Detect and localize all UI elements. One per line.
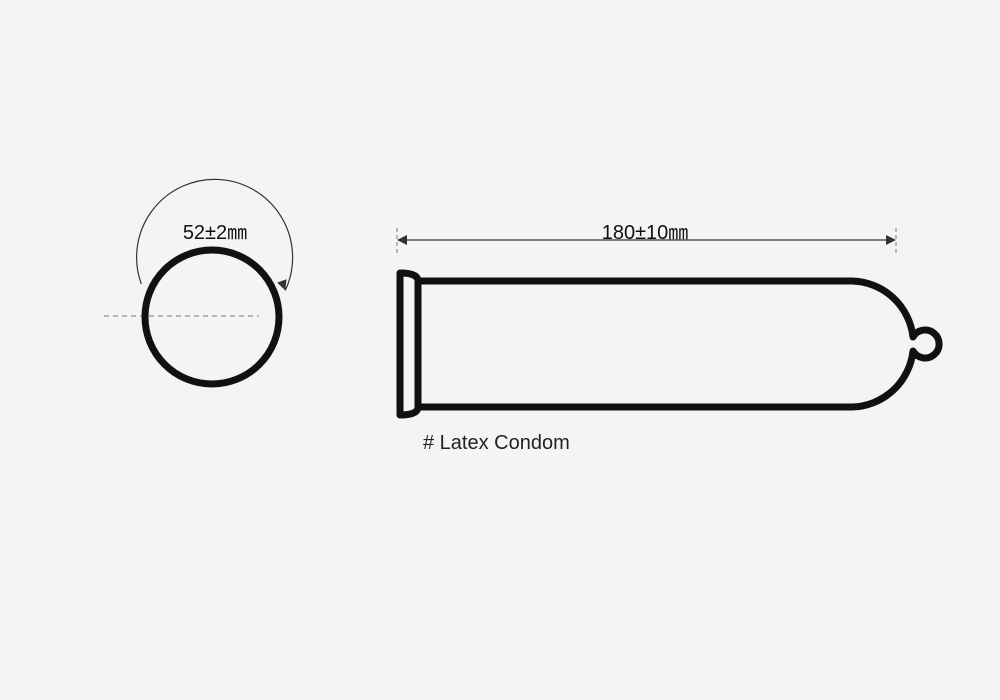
circumference-label: 52±2㎜: [140, 216, 290, 245]
diagram-svg: [0, 0, 1000, 700]
caption-text: # Latex Condom: [423, 432, 570, 455]
length-label: 180±10㎜: [520, 216, 770, 245]
diagram-canvas: 52±2㎜ 180±10㎜ # Latex Condom: [0, 0, 1000, 700]
